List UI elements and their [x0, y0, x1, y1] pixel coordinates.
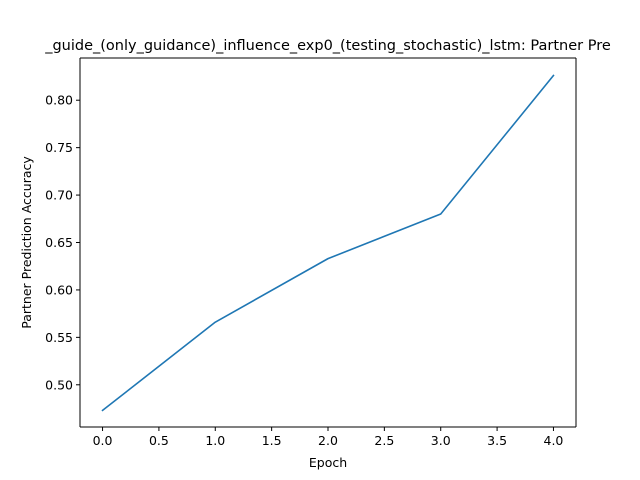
y-tick-label: 0.60 [45, 282, 73, 297]
x-tick-label: 1.0 [205, 433, 225, 448]
y-tick-label: 0.70 [45, 188, 73, 203]
x-tick-label: 1.5 [262, 433, 282, 448]
series-line [101, 74, 555, 412]
x-tick-label: 2.0 [318, 433, 338, 448]
y-tick-label: 0.50 [45, 377, 73, 392]
x-tick-label: 4.0 [544, 433, 564, 448]
x-tick-label: 3.0 [431, 433, 451, 448]
x-tick-label: 0.0 [93, 433, 113, 448]
x-axis-ticks: 0.0 0.5 1.0 1.5 2.0 2.5 3.0 3.5 4.0 [93, 427, 564, 448]
y-tick-label: 0.80 [45, 93, 73, 108]
y-tick-label: 0.55 [45, 330, 73, 345]
x-axis-label: Epoch [309, 455, 347, 470]
x-tick-label: 2.5 [374, 433, 394, 448]
y-tick-label: 0.75 [45, 140, 73, 155]
y-tick-label: 0.65 [45, 235, 73, 250]
plot-area-background [80, 58, 576, 427]
y-axis-label: Partner Prediction Accuracy [19, 156, 34, 329]
series-layer [101, 74, 555, 412]
x-tick-label: 0.5 [149, 433, 169, 448]
y-axis-ticks: 0.50 0.55 0.60 0.65 0.70 0.75 0.80 [45, 93, 80, 392]
x-tick-label: 3.5 [487, 433, 507, 448]
chart-title: _guide_(only_guidance)_influence_exp0_(t… [44, 38, 611, 54]
